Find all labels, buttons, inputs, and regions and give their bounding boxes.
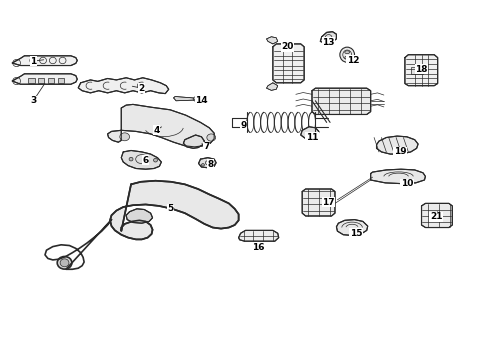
Text: 3: 3: [30, 96, 36, 105]
Polygon shape: [107, 104, 214, 147]
Polygon shape: [421, 203, 451, 228]
Ellipse shape: [206, 134, 215, 141]
Ellipse shape: [339, 47, 354, 62]
Polygon shape: [336, 220, 367, 235]
Polygon shape: [266, 37, 277, 44]
Ellipse shape: [211, 163, 214, 166]
Ellipse shape: [344, 51, 349, 54]
Polygon shape: [266, 83, 277, 90]
Polygon shape: [370, 169, 425, 184]
Text: 5: 5: [167, 204, 173, 213]
Polygon shape: [238, 230, 278, 241]
Polygon shape: [198, 158, 216, 168]
Ellipse shape: [153, 158, 157, 162]
Text: 4: 4: [153, 126, 160, 135]
Text: 20: 20: [281, 42, 293, 51]
Polygon shape: [121, 150, 161, 169]
Ellipse shape: [57, 256, 72, 269]
Polygon shape: [272, 44, 304, 83]
Text: 13: 13: [322, 38, 334, 47]
Polygon shape: [376, 136, 417, 154]
Bar: [58, 78, 64, 83]
Ellipse shape: [120, 133, 129, 141]
Polygon shape: [173, 96, 194, 101]
Text: 7: 7: [203, 143, 209, 152]
Polygon shape: [183, 135, 204, 148]
Ellipse shape: [193, 97, 198, 101]
Text: 1: 1: [30, 57, 36, 66]
Polygon shape: [300, 127, 318, 139]
Polygon shape: [311, 88, 370, 114]
Text: 19: 19: [393, 148, 406, 156]
Bar: [48, 78, 54, 83]
Text: 14: 14: [195, 96, 207, 105]
Text: 21: 21: [429, 212, 442, 221]
Text: 8: 8: [207, 160, 213, 169]
Ellipse shape: [344, 56, 349, 59]
Text: 9: 9: [240, 122, 246, 130]
Polygon shape: [320, 32, 336, 43]
Text: 16: 16: [251, 243, 264, 252]
Text: 17: 17: [322, 198, 334, 207]
Polygon shape: [404, 55, 437, 86]
Text: 11: 11: [305, 133, 318, 142]
Bar: [28, 78, 35, 83]
Text: 15: 15: [349, 229, 362, 238]
Text: 6: 6: [142, 156, 148, 165]
Polygon shape: [302, 189, 334, 216]
Polygon shape: [12, 56, 77, 66]
Ellipse shape: [201, 163, 204, 166]
Text: 18: 18: [414, 65, 427, 74]
Bar: [38, 78, 44, 83]
Text: 2: 2: [139, 84, 144, 93]
Polygon shape: [126, 209, 152, 223]
Ellipse shape: [60, 259, 69, 267]
Ellipse shape: [129, 157, 133, 161]
Text: 10: 10: [400, 179, 412, 188]
Polygon shape: [12, 74, 77, 84]
Bar: [410, 67, 422, 74]
Polygon shape: [110, 181, 238, 239]
Polygon shape: [78, 78, 168, 94]
Text: 12: 12: [346, 56, 359, 65]
